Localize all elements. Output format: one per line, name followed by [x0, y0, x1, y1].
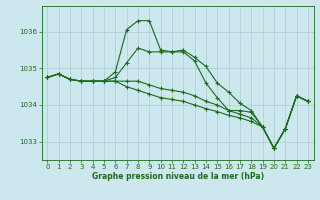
X-axis label: Graphe pression niveau de la mer (hPa): Graphe pression niveau de la mer (hPa): [92, 172, 264, 181]
